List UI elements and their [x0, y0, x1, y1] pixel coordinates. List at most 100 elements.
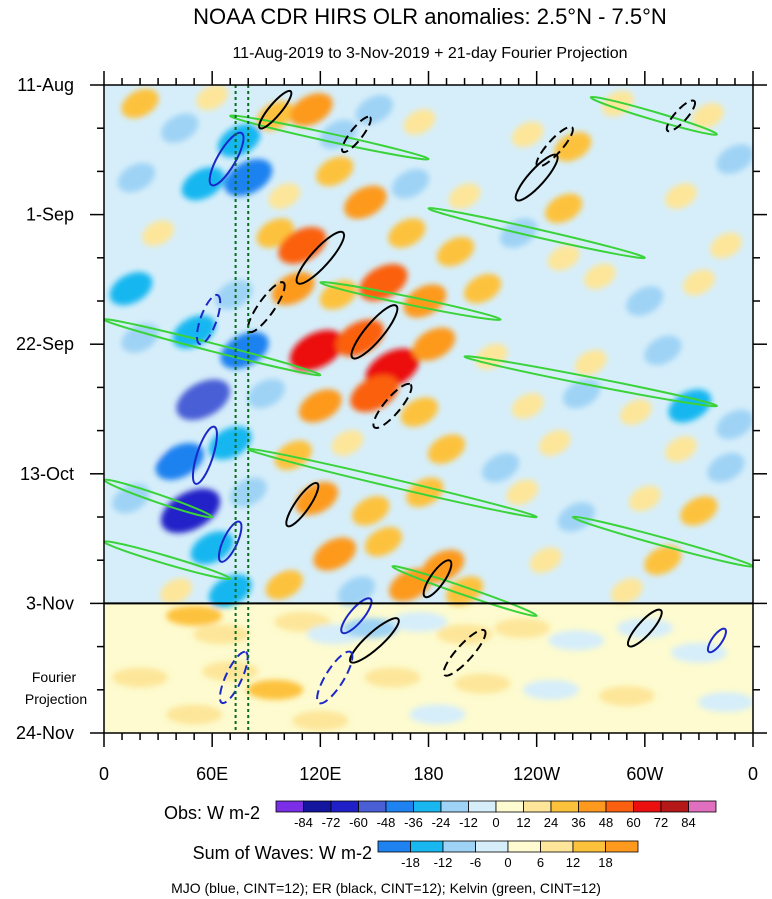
colorbar-swatch [540, 840, 574, 853]
projection-cell [494, 618, 551, 639]
anomaly-cell [592, 177, 625, 203]
x-axis: 0 60E 120E 180 120W 60W 0 [99, 71, 758, 784]
anomaly-cell [359, 263, 408, 301]
x-tick-label: 60E [196, 764, 228, 784]
kelvin-contour [247, 447, 538, 519]
anomaly-cell [169, 263, 202, 290]
anomaly-cell [380, 448, 412, 475]
anomaly-cell [117, 162, 156, 193]
anomaly-cell [412, 327, 456, 361]
projection-cell [112, 667, 169, 688]
kelvin-contour [319, 281, 502, 321]
kelvin-contour [391, 565, 538, 618]
projection-cell [697, 692, 753, 713]
kelvin-contour [589, 95, 718, 136]
colorbar-swatch [605, 840, 639, 853]
colorbar-swatch [440, 800, 469, 813]
anomaly-cell [707, 452, 745, 483]
colorbar-tick-label: -12 [459, 815, 478, 830]
colorbar-tick-label: 18 [598, 855, 612, 870]
anomaly-cell [265, 570, 303, 600]
x-tick-label: 0 [748, 764, 758, 784]
anomaly-cell [481, 452, 520, 483]
x-tick-label: 60W [626, 764, 663, 784]
kelvin-contour [463, 355, 718, 408]
projection-cell [436, 624, 493, 645]
anomaly-cell [217, 123, 261, 158]
anomaly-cell [547, 244, 580, 271]
anomaly-cell [229, 477, 267, 508]
chart-subtitle: 11-Aug-2019 to 3-Nov-2019 + 21-day Fouri… [232, 45, 627, 62]
anomaly-cell [278, 226, 327, 264]
y-tick-label: 22-Sep [16, 334, 74, 354]
mjo-contours [191, 131, 727, 705]
colorbar-tick-label: 0 [492, 815, 499, 830]
anomaly-cell [644, 545, 682, 575]
colorbar-swatch [578, 800, 607, 813]
waves-colorbar-label: Sum of Waves: W m-2 [193, 843, 372, 863]
projection-label-word2: Projection [25, 691, 87, 707]
anomaly-cell [268, 183, 301, 209]
er-contour [535, 125, 574, 168]
colorbar-tick-label: 60 [626, 815, 640, 830]
kelvin-contour [427, 207, 646, 260]
anomaly-cell [155, 442, 204, 480]
kelvin-contour [229, 114, 430, 161]
colorbar-swatch [413, 800, 442, 813]
anomaly-cell [664, 436, 697, 462]
anomaly-cell [628, 485, 661, 512]
anomaly-cell [427, 434, 466, 464]
anomaly-cell [680, 496, 718, 526]
x-tick-label: 120W [513, 764, 560, 784]
er-contour [422, 559, 453, 599]
anomaly-cell [133, 436, 166, 462]
anomaly-cell [716, 144, 753, 174]
mjo-contour [706, 627, 727, 654]
colorbar-tick-label: -60 [349, 815, 368, 830]
anomaly-cell [583, 263, 616, 290]
er-contour [626, 608, 663, 648]
anomaly-cell [463, 273, 502, 304]
anomaly-cell [691, 572, 724, 598]
anomaly-cell [196, 85, 229, 111]
projection-cell [409, 704, 466, 725]
colorbar-swatch [410, 840, 444, 853]
projection-cell [166, 605, 223, 626]
anomaly-cell [215, 280, 253, 310]
anomaly-cell [121, 323, 159, 353]
colorbar-tick-label: -24 [432, 815, 451, 830]
anomaly-cell [352, 496, 390, 526]
anomaly-cell [109, 272, 153, 306]
projection-cell [364, 667, 421, 688]
anomaly-cell [716, 409, 753, 440]
anomaly-cell [313, 537, 357, 571]
er-contour [350, 304, 399, 360]
colorbar-swatch [523, 800, 552, 813]
colorbar-tick-label: -12 [434, 855, 453, 870]
anomaly-cell [448, 183, 481, 209]
colorbar-swatch [468, 800, 497, 813]
anomaly-cell [389, 568, 432, 602]
er-contour [372, 382, 413, 429]
anomaly-cell [289, 329, 344, 371]
anomaly-cell [448, 380, 481, 407]
plot-area [104, 85, 753, 733]
colorbar-tick-label: 84 [681, 815, 695, 830]
anomaly-cell [506, 479, 539, 506]
colorbar-tick-label: -36 [404, 815, 423, 830]
colorbar-swatch [385, 800, 414, 813]
obs-colorbar: -84 -72 -60 -48 -36 -24 -12 0 12 24 36 48 60 72 84 [275, 800, 717, 830]
anomaly-cell [247, 378, 285, 409]
kelvin-contour [104, 478, 214, 519]
anomaly-cell [199, 226, 232, 253]
colorbar-tick-label: 36 [571, 815, 585, 830]
anomaly-cell [172, 315, 216, 349]
colorbar-tick-label: -48 [377, 815, 396, 830]
y-tick-label: 13-Oct [20, 464, 74, 484]
colorbar-swatch [572, 840, 606, 853]
colorbar-swatch [330, 800, 359, 813]
projection-cell [523, 679, 580, 700]
anomaly-cell [520, 294, 553, 321]
anomaly-cell [601, 90, 634, 117]
anomaly-cell [253, 547, 286, 574]
